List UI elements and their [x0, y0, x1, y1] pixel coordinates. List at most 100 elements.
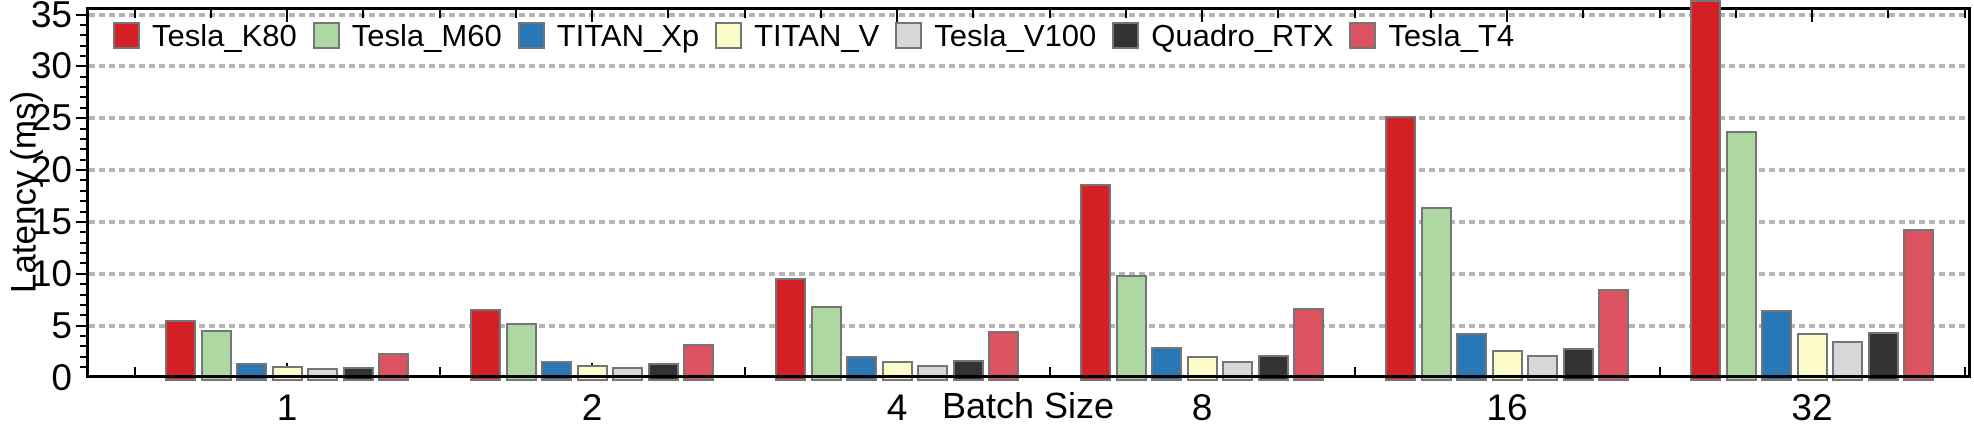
y-tick-major: [76, 324, 86, 327]
x-tick-top: [819, 10, 822, 18]
y-tick-minor: [80, 210, 86, 213]
axis-spine-right: [1968, 7, 1971, 378]
x-tick-top: [972, 10, 975, 18]
x-tick-top: [1506, 10, 1508, 22]
bar-tesla_t4-batch-16: [1598, 289, 1629, 381]
x-tick-label-16: 16: [1486, 387, 1528, 427]
y-tick-minor: [80, 148, 86, 151]
x-tick-bottom: [1963, 367, 1966, 375]
gridline-15: [89, 219, 1968, 224]
x-axis-title: Batch Size: [941, 385, 1115, 426]
legend: Tesla_K80 Tesla_M60 TITAN_Xp TITAN_V Tesla_V…: [113, 20, 1514, 51]
x-tick-bottom: [1353, 367, 1356, 375]
y-tick-minor: [80, 345, 86, 348]
y-tick-minor: [80, 314, 86, 317]
y-tick-label-10: 10: [30, 252, 72, 294]
x-tick-label-2: 2: [581, 387, 603, 427]
y-tick-minor: [80, 75, 86, 78]
axis-spine-bottom: [86, 375, 1971, 378]
bar-titan_xp-batch-1: [236, 362, 267, 381]
legend-label: TITAN_V: [754, 18, 880, 53]
y-tick-minor: [80, 293, 86, 296]
legend-label: Quadro_RTX: [1151, 18, 1334, 53]
bar-titan_xp-batch-32: [1761, 310, 1792, 381]
x-tick-top: [591, 10, 593, 22]
plot-area: [89, 0, 1968, 381]
y-tick-major: [76, 272, 86, 275]
bar-tesla_k80-batch-4: [775, 277, 806, 381]
y-tick-minor: [80, 241, 86, 244]
x-tick-top: [1353, 10, 1356, 18]
x-tick-top: [1811, 10, 1813, 22]
legend-label: TITAN_Xp: [556, 18, 700, 53]
bar-tesla_v100-batch-32: [1832, 341, 1863, 381]
x-tick-top: [1277, 10, 1280, 18]
bar-tesla_t4-batch-32: [1903, 229, 1934, 381]
bar-tesla_m60-batch-2: [505, 322, 537, 381]
x-tick-bottom: [743, 367, 746, 375]
x-tick-top: [896, 10, 898, 22]
y-tick-minor: [80, 23, 86, 26]
bar-tesla_t4-batch-4: [988, 330, 1019, 381]
y-tick-label-20: 20: [30, 149, 72, 191]
legend-item-quadro_rtx: Quadro_RTX: [1112, 20, 1333, 51]
legend-item-titan_v: TITAN_V: [715, 20, 879, 51]
y-tick-minor: [80, 200, 86, 203]
gridline-35: [89, 12, 1968, 17]
x-tick-top: [1124, 10, 1127, 18]
x-tick-bottom: [133, 367, 136, 375]
y-tick-minor: [80, 137, 86, 140]
bar-tesla_k80-batch-8: [1080, 183, 1111, 381]
axis-spine-top: [86, 7, 1971, 10]
legend-item-tesla_k80: Tesla_K80: [113, 20, 297, 51]
y-tick-minor: [80, 179, 86, 182]
bar-quadro_rtx-batch-2: [647, 363, 679, 381]
bar-tesla_m60-batch-16: [1420, 207, 1452, 381]
bar-titan_v-batch-1: [271, 366, 303, 381]
x-tick-top: [1887, 10, 1890, 18]
y-tick-minor: [80, 34, 86, 37]
x-tick-label-1: 1: [276, 387, 298, 427]
legend-swatch-tesla_t4: [1349, 22, 1377, 49]
y-tick-minor: [80, 86, 86, 89]
y-tick-major: [76, 65, 86, 68]
legend-swatch-quadro_rtx: [1112, 22, 1140, 49]
y-tick-minor: [80, 106, 86, 109]
y-tick-minor: [80, 44, 86, 47]
gridline-10: [89, 271, 1968, 276]
y-tick-major: [76, 117, 86, 120]
y-tick-minor: [80, 303, 86, 306]
y-tick-minor: [80, 262, 86, 265]
y-tick-major: [76, 169, 86, 172]
x-tick-top: [286, 10, 288, 22]
bar-tesla_m60-batch-8: [1115, 274, 1147, 381]
y-tick-major: [76, 13, 86, 16]
legend-item-tesla_m60: Tesla_M60: [312, 20, 502, 51]
x-tick-top: [514, 10, 517, 18]
y-tick-label-0: 0: [51, 356, 72, 398]
y-tick-minor: [80, 189, 86, 192]
y-tick-label-30: 30: [30, 45, 72, 87]
x-tick-bottom: [1658, 367, 1661, 375]
legend-swatch-tesla_k80: [113, 22, 140, 49]
x-tick-top: [133, 10, 136, 18]
y-tick-minor: [80, 96, 86, 99]
bar-tesla_m60-batch-32: [1725, 130, 1757, 381]
legend-label: Tesla_V100: [934, 18, 1097, 53]
x-tick-label-32: 32: [1791, 387, 1833, 427]
y-tick-label-15: 15: [30, 200, 72, 242]
x-tick-top: [1429, 10, 1432, 18]
legend-label: Tesla_K80: [152, 18, 297, 53]
bar-tesla_m60-batch-4: [810, 305, 842, 381]
y-tick-label-5: 5: [51, 304, 72, 346]
legend-item-titan_xp: TITAN_Xp: [517, 18, 700, 53]
y-tick-label-25: 25: [30, 97, 72, 139]
x-tick-top: [743, 10, 746, 18]
x-tick-top: [1048, 10, 1051, 18]
x-tick-top: [667, 10, 670, 18]
bar-tesla_k80-batch-2: [470, 309, 501, 381]
legend-label: Tesla_T4: [1388, 18, 1515, 53]
x-tick-bottom: [1048, 367, 1051, 375]
legend-swatch-tesla_v100: [895, 22, 923, 49]
